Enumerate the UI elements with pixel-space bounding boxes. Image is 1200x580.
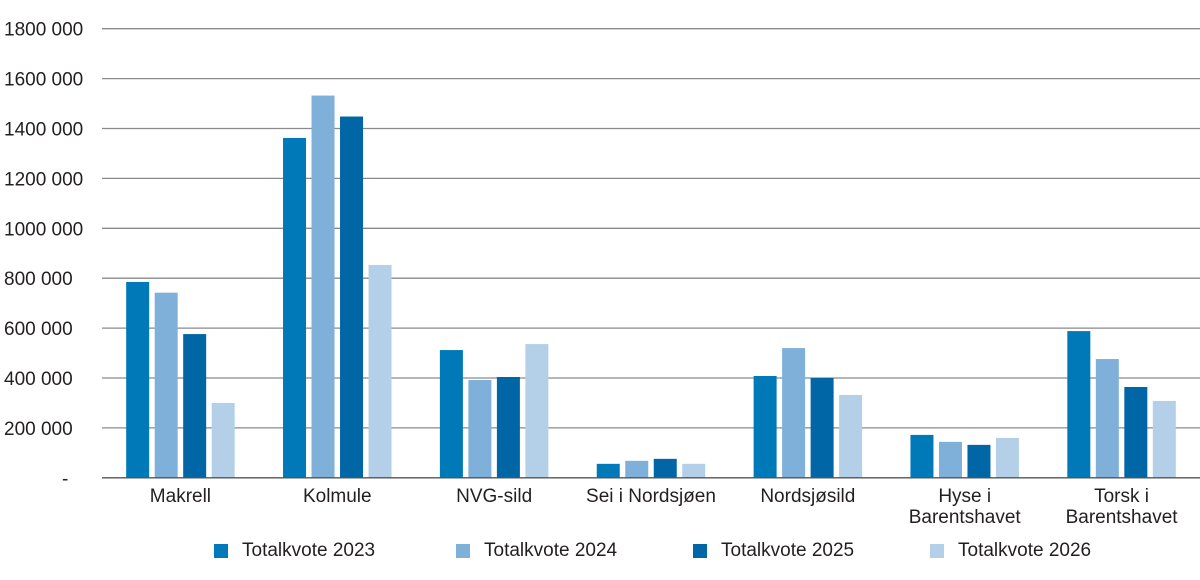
bar-3-5	[995, 437, 1019, 478]
x-tick-label: Sei i Nordsjøen	[586, 486, 716, 507]
legend-swatch	[456, 544, 470, 558]
bar-2-4	[810, 378, 834, 478]
legend-swatch	[930, 544, 944, 558]
legend: Totalkvote 2023 Totalkvote 2024 Totalkvo…	[0, 540, 1200, 564]
y-tick-label: 1800 000	[4, 20, 83, 41]
bar-1-5	[938, 441, 962, 478]
y-tick-label: 1400 000	[4, 120, 83, 141]
bar-0-2	[439, 350, 463, 478]
legend-label: Totalkvote 2026	[958, 540, 1092, 561]
bar-3-1	[368, 264, 392, 478]
bar-1-0	[154, 292, 178, 478]
x-tick-label: Kolmule	[303, 486, 372, 507]
x-tick-label: Barentshavet	[909, 507, 1022, 528]
legend-item-2023: Totalkvote 2023	[214, 540, 375, 562]
bar-1-4	[782, 348, 806, 478]
bar-2-5	[967, 444, 991, 478]
bar-1-1	[311, 95, 335, 478]
bar-2-1	[340, 116, 364, 478]
bar-3-4	[839, 394, 863, 478]
x-tick-label: Torsk i	[1094, 486, 1149, 507]
y-tick-label: -	[62, 469, 68, 490]
bar-2-6	[1124, 386, 1148, 478]
bar-chart: - 200 000 400 000 600 000 800 000 1000 000 120…	[4, 20, 1200, 528]
bar-0-1	[283, 137, 307, 478]
x-tick-label: Hyse i	[938, 486, 991, 507]
x-tick-label: Nordsjøsild	[760, 486, 855, 507]
y-tick-label: 200 000	[4, 419, 73, 440]
legend-item-2026: Totalkvote 2026	[930, 540, 1091, 562]
y-tick-label: 600 000	[4, 319, 73, 340]
legend-label: Totalkvote 2025	[721, 540, 855, 561]
bar-1-6	[1095, 359, 1119, 478]
y-tick-label: 1600 000	[4, 70, 83, 91]
bar-1-2	[468, 379, 492, 478]
bar-0-0	[126, 281, 150, 478]
bar-3-6	[1152, 400, 1176, 478]
bar-0-6	[1067, 331, 1091, 478]
bar-3-3	[682, 463, 706, 478]
legend-swatch	[214, 544, 228, 558]
bar-0-5	[910, 434, 934, 478]
legend-item-2024: Totalkvote 2024	[456, 540, 617, 562]
legend-swatch	[693, 544, 707, 558]
y-tick-label: 800 000	[4, 269, 73, 290]
bar-0-4	[753, 376, 777, 478]
y-tick-label: 400 000	[4, 369, 73, 390]
y-tick-label: 1000 000	[4, 219, 83, 240]
x-tick-label: Makrell	[150, 486, 211, 507]
bar-2-2	[496, 377, 520, 478]
y-tick-label: 1200 000	[4, 169, 83, 190]
bar-3-0	[211, 402, 235, 478]
x-tick-label: NVG-sild	[456, 486, 532, 507]
x-tick-label: Barentshavet	[1066, 507, 1179, 528]
bar-1-3	[625, 460, 649, 478]
bar-0-3	[596, 463, 620, 478]
legend-label: Totalkvote 2024	[484, 540, 618, 561]
bar-3-2	[525, 344, 549, 478]
bar-2-3	[653, 458, 677, 478]
legend-label: Totalkvote 2023	[242, 540, 376, 561]
bar-2-0	[183, 334, 207, 478]
legend-item-2025: Totalkvote 2025	[693, 540, 854, 562]
